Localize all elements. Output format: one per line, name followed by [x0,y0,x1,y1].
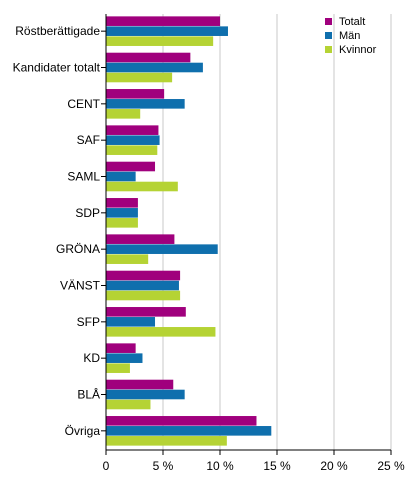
bar-3-män [106,99,185,109]
x-tick-label-2: 10 % [206,459,234,473]
legend-label-kvinnor: Kvinnor [339,44,377,56]
bar-7-kvinnor [106,254,149,264]
bar-1-män [106,26,228,36]
category-label-11: BLÅ [77,387,100,402]
bar-10-män [106,353,143,363]
bar-8-kvinnor [106,290,181,301]
x-tick-label-3: 15 % [263,459,291,473]
bar-9-män [106,317,156,327]
bar-2-kvinnor [106,72,173,83]
category-label-1: Röstberättigade [15,24,100,38]
x-tick-label-5: 25 % [377,459,405,473]
gridlines [162,14,392,450]
category-labels: Röstberättigade Kandidater totalt CENT SAF S… [13,24,101,438]
bar-10-totalt [106,343,136,353]
x-tick-labels: 0 5 % 10 % 15 % 20 % 25 % [103,459,405,473]
bars [106,16,272,446]
axes [101,14,392,455]
bar-4-totalt [106,125,159,135]
legend-swatch-totalt [325,18,332,25]
legend: Totalt Män Kvinnor [325,16,377,56]
category-label-4: SAF [77,133,100,147]
bar-9-kvinnor [106,327,216,337]
category-label-6: SDP [75,206,100,220]
bar-11-kvinnor [106,399,151,410]
category-label-5: SAML [67,170,100,184]
category-label-10: KD [83,351,100,365]
bar-3-totalt [106,89,165,99]
category-label-9: SFP [77,315,100,329]
bar-8-män [106,280,179,291]
bar-1-kvinnor [106,36,214,46]
bar-2-totalt [106,52,191,63]
x-tick-label-4: 20 % [320,459,348,473]
bar-2-män [106,62,203,73]
bar-4-kvinnor [106,145,158,155]
category-label-2: Kandidater totalt [13,61,101,75]
bar-6-män [106,208,138,218]
bar-1-totalt [106,16,220,26]
category-label-12: Övriga [65,424,101,438]
legend-label-män: Män [339,30,360,42]
bar-7-män [106,244,218,254]
bar-6-kvinnor [106,218,138,228]
category-label-8: VÄNST [60,279,101,293]
bar-12-män [106,426,272,436]
x-tick-label-1: 5 % [153,459,174,473]
legend-swatch-kvinnor [325,46,332,53]
category-label-3: CENT [67,97,100,111]
bar-8-totalt [106,270,181,281]
bar-12-totalt [106,416,257,426]
bar-11-totalt [106,379,174,390]
legend-swatch-män [325,32,332,39]
bar-4-män [106,135,160,145]
bar-5-kvinnor [106,181,178,192]
bar-7-totalt [106,234,175,244]
bar-12-kvinnor [106,436,227,446]
bar-11-män [106,389,185,400]
bar-6-totalt [106,198,138,208]
x-tick-label-0: 0 [103,459,110,473]
bar-10-kvinnor [106,363,130,373]
bar-9-totalt [106,307,186,317]
bar-5-män [106,171,136,182]
bar-5-totalt [106,161,156,172]
category-label-7: GRÖNA [56,242,100,256]
bar-3-kvinnor [106,109,141,119]
legend-label-totalt: Totalt [339,16,365,28]
